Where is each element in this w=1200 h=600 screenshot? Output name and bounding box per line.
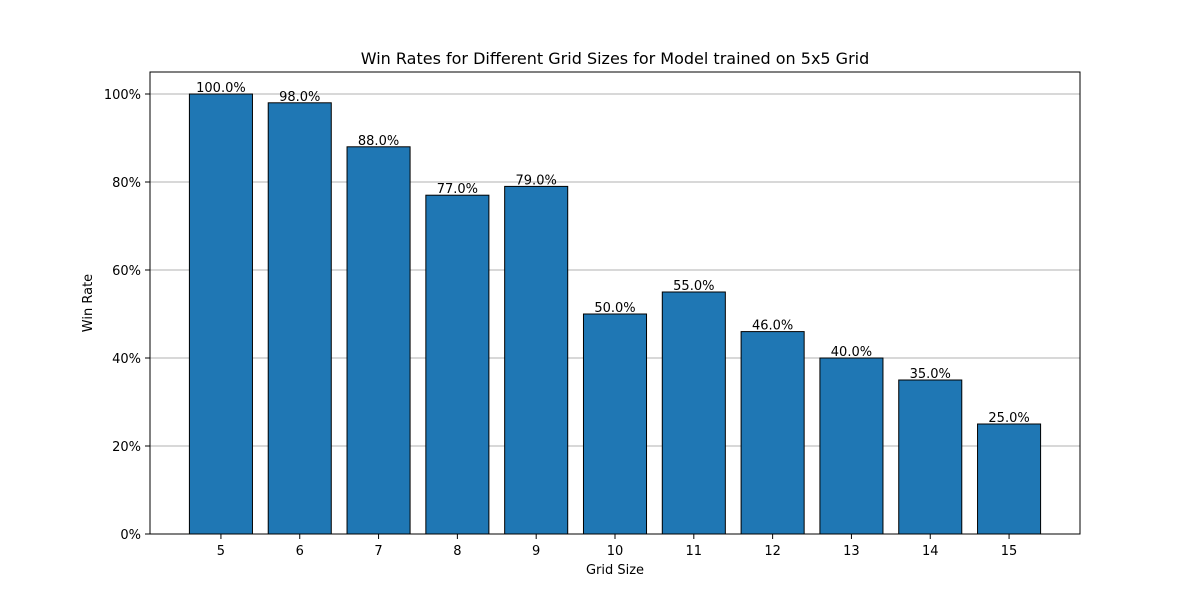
- bar: [504, 185, 569, 535]
- x-tick-label: 10: [607, 544, 624, 559]
- bar-value-label: 98.0%: [279, 90, 320, 105]
- y-tick-label: 100%: [104, 88, 141, 103]
- bar: [425, 194, 490, 535]
- bar: [898, 379, 963, 535]
- x-tick-label: 13: [843, 544, 860, 559]
- chart-title: Win Rates for Different Grid Sizes for M…: [361, 49, 870, 68]
- bar-value-label: 79.0%: [516, 173, 557, 188]
- bar-value-label: 40.0%: [831, 345, 872, 360]
- x-tick-label: 14: [922, 544, 939, 559]
- bar-value-label: 88.0%: [358, 134, 399, 149]
- bar-value-label: 46.0%: [752, 319, 793, 334]
- bar-value-label: 55.0%: [673, 279, 714, 294]
- bar-value-label: 25.0%: [988, 411, 1029, 426]
- bar: [188, 93, 253, 535]
- x-tick-label: 12: [764, 544, 781, 559]
- bar: [977, 423, 1042, 535]
- bar: [346, 146, 411, 535]
- bar: [582, 313, 648, 535]
- bar-value-label: 77.0%: [437, 182, 478, 197]
- x-tick-label: 11: [686, 544, 703, 559]
- bar-value-label: 50.0%: [594, 301, 635, 316]
- y-axis-ticks: 0% 20% 40% 60% 80% 100%: [104, 88, 150, 543]
- bar: [819, 357, 884, 535]
- x-tick-label: 7: [374, 544, 382, 559]
- y-tick-label: 80%: [112, 176, 141, 191]
- y-tick-label: 40%: [112, 352, 141, 367]
- y-axis-label: Win Rate: [81, 274, 96, 332]
- y-tick-label: 0%: [120, 528, 141, 543]
- bar-value-label: 35.0%: [910, 367, 951, 382]
- bar: [740, 331, 805, 535]
- bar: [267, 102, 332, 535]
- x-tick-label: 5: [217, 544, 225, 559]
- x-axis-label: Grid Size: [586, 563, 644, 578]
- y-tick-label: 20%: [112, 440, 141, 455]
- bar-value-label: 100.0%: [196, 81, 246, 96]
- x-tick-label: 9: [532, 544, 540, 559]
- x-tick-label: 6: [296, 544, 304, 559]
- y-tick-label: 60%: [112, 264, 141, 279]
- data-labels: 100.0% 98.0% 88.0% 77.0% 79.0% 50.0% 55.0% 46.0…: [196, 81, 1030, 426]
- x-axis-ticks: 5 6 7 8 9 10 11 12 13 14 15: [217, 534, 1018, 559]
- bars: [188, 93, 1042, 535]
- bar: [661, 291, 726, 535]
- x-tick-label: 15: [1001, 544, 1018, 559]
- x-tick-label: 8: [453, 544, 461, 559]
